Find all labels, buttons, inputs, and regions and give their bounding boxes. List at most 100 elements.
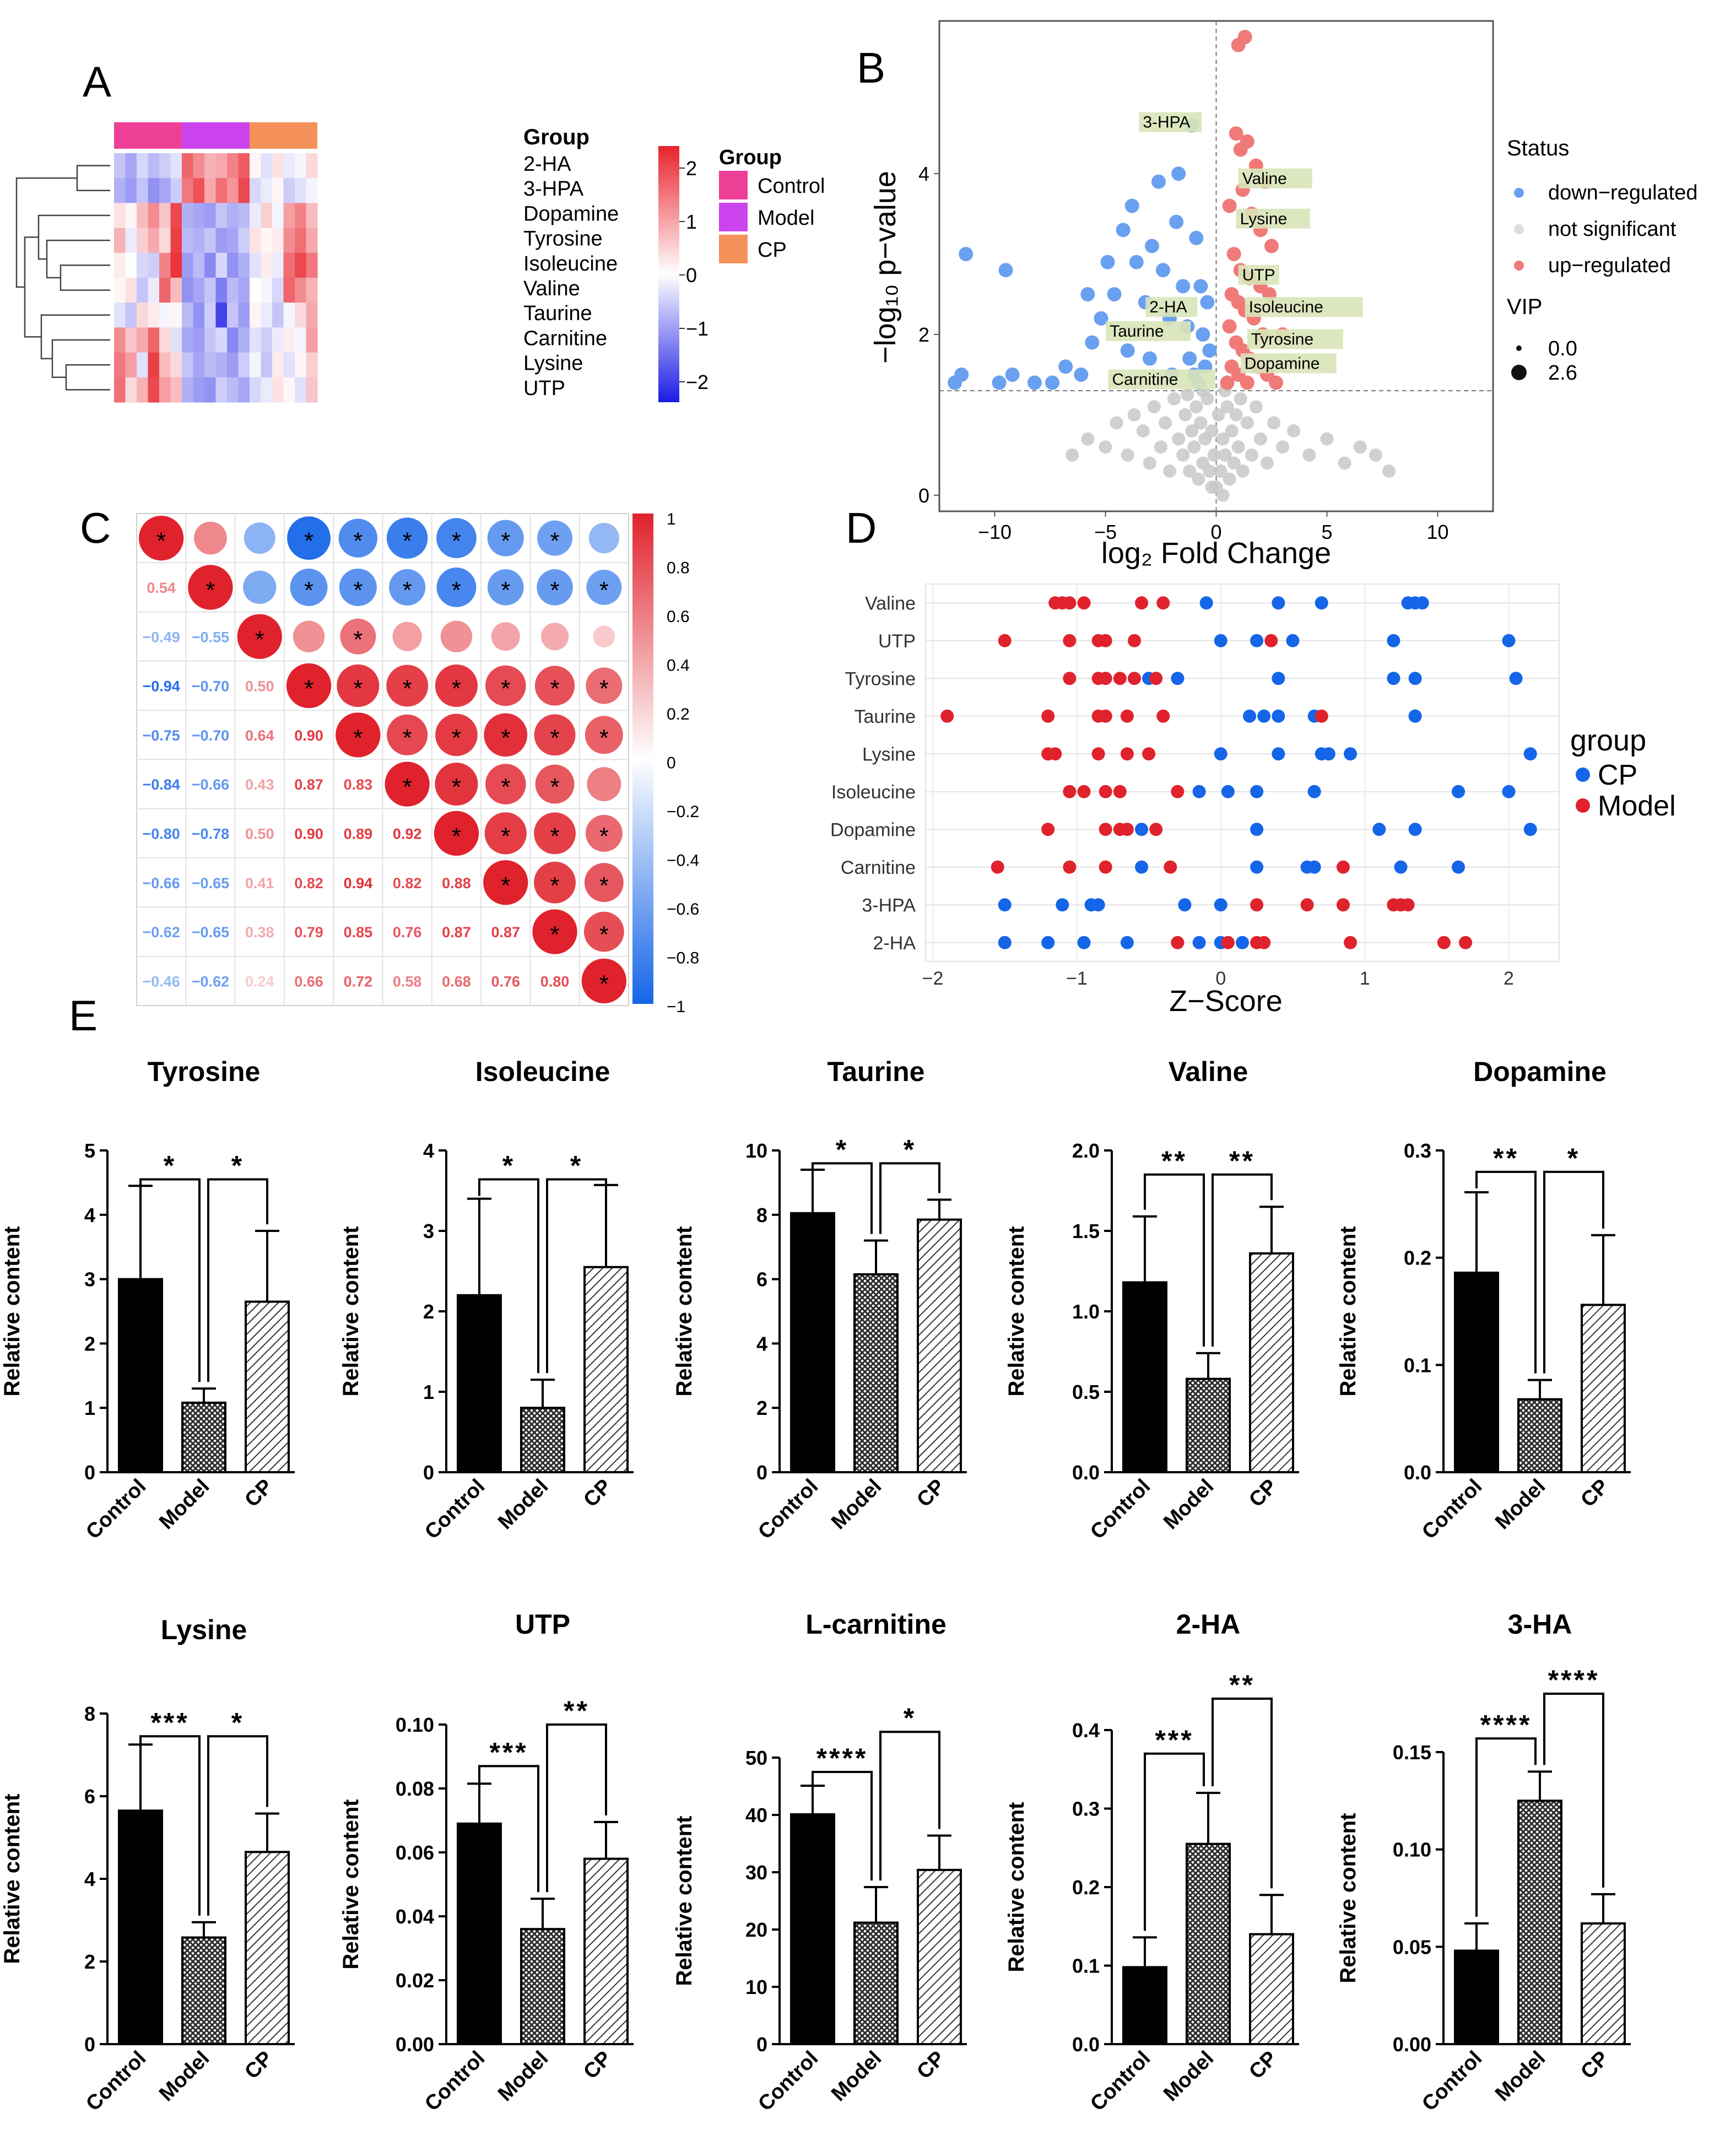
heatmap-cell xyxy=(159,203,171,229)
chart-title: Valine xyxy=(1169,1056,1248,1087)
significance-label: ** xyxy=(564,1695,590,1726)
zscore-point-model xyxy=(1336,860,1350,874)
gene-label: 3-HPA xyxy=(1143,114,1190,132)
zscore-point-cp xyxy=(1387,634,1400,647)
correlation-circle xyxy=(581,958,626,1003)
heatmap-cell xyxy=(306,278,318,303)
y-tick-label: 2 xyxy=(918,323,929,346)
correlation-value: 0.64 xyxy=(245,727,274,744)
correlation-circle xyxy=(139,516,184,561)
bar-chart-tyrosine: Tyrosine 0 1 2 3 4 5 Relative content Control Mod… xyxy=(0,1056,295,1544)
zscore-point-model xyxy=(1142,747,1156,761)
y-axis-label: Relative content xyxy=(1004,1226,1029,1397)
heatmap-cell xyxy=(193,252,205,278)
bar-control xyxy=(118,1809,163,2045)
heatmap-cell xyxy=(250,203,262,229)
zscore-point-model xyxy=(1041,709,1055,723)
heatmap-cell xyxy=(170,203,182,229)
status-legend-label: down−regulated xyxy=(1548,181,1698,204)
heatmap-cell xyxy=(295,178,307,203)
zscore-point-model xyxy=(1077,785,1091,798)
heatmap-cell xyxy=(193,153,205,179)
bar-chart-isoleucine: Isoleucine 0 1 2 3 4 Relative content Control Mo… xyxy=(339,1056,634,1544)
zscore-point-model xyxy=(1099,709,1112,723)
zscore-point-model xyxy=(1127,634,1141,647)
ns-point xyxy=(1159,416,1172,430)
heatmap-cell xyxy=(238,327,250,353)
heatmap-cell xyxy=(283,178,295,203)
significance-label: * xyxy=(164,1150,176,1181)
zscore-point-cp xyxy=(1408,709,1422,723)
y-tick-label: 4 xyxy=(423,1139,434,1162)
heatmap-cell xyxy=(227,302,239,328)
heatmap-cell xyxy=(170,352,182,378)
x-tick-label: CP xyxy=(1245,1475,1281,1512)
y-tick-label: 10 xyxy=(745,1139,767,1162)
heatmap-cell xyxy=(227,153,239,179)
x-tick-label: Model xyxy=(494,2047,553,2106)
heatmap-cell xyxy=(159,278,171,303)
heatmap-cell xyxy=(137,178,149,203)
correlation-value: −0.49 xyxy=(142,629,180,645)
color-scale-label: 1 xyxy=(667,510,676,528)
significance-star: * xyxy=(501,528,510,555)
gene-label-box xyxy=(1238,168,1312,188)
heatmap-cell xyxy=(159,178,171,203)
correlation-circle xyxy=(436,518,477,559)
color-scale-label: 0.2 xyxy=(667,705,690,723)
significance-star: * xyxy=(501,872,510,899)
significance-star: * xyxy=(599,675,609,702)
significance-star: * xyxy=(599,577,609,604)
heatmap-cell xyxy=(250,153,262,179)
bar-control xyxy=(457,1294,502,1474)
zscore-point-cp xyxy=(998,898,1012,912)
zscore-point-cp xyxy=(1408,823,1422,836)
bar-control xyxy=(790,1212,835,1473)
ns-point xyxy=(1302,448,1316,462)
ns-point xyxy=(1185,424,1199,438)
zscore-point-model xyxy=(1099,785,1112,798)
y-axis-label: Relative content xyxy=(339,1226,363,1397)
y-tick-label: 40 xyxy=(745,1804,767,1826)
heatmap-cell xyxy=(125,278,137,303)
heatmap-cell xyxy=(261,252,273,278)
group-legend-label-model: Model xyxy=(758,207,815,230)
heatmap-cell xyxy=(215,203,228,229)
significance-label: * xyxy=(231,1150,244,1181)
correlation-value: 0.83 xyxy=(344,776,373,793)
correlation-circle xyxy=(435,664,478,707)
heatmap-cell xyxy=(227,278,239,303)
correlation-value: 0.58 xyxy=(393,973,422,990)
heatmap-cell xyxy=(306,252,318,278)
down-point xyxy=(1171,166,1186,181)
significance-star: * xyxy=(353,577,363,604)
status-legend-label: up−regulated xyxy=(1548,254,1671,277)
significance-star: * xyxy=(599,970,609,997)
zscore-point-model xyxy=(1041,823,1055,836)
y-tick-label: 0 xyxy=(423,1461,434,1484)
correlation-value: −0.75 xyxy=(142,727,180,744)
zscore-point-model xyxy=(1344,936,1358,949)
heatmap-cell xyxy=(170,302,182,328)
x-tick-label: Model xyxy=(1491,2047,1550,2106)
y-tick-label: 2 xyxy=(423,1300,434,1323)
significance-star: * xyxy=(599,823,609,850)
heatmap-cell xyxy=(170,178,182,203)
bar-model xyxy=(1186,1842,1231,2045)
significance-bracket xyxy=(546,1178,607,1374)
significance-bracket xyxy=(1475,1737,1537,1917)
heatmap-cell xyxy=(283,252,295,278)
ns-point xyxy=(1234,392,1247,406)
zscore-point-cp xyxy=(1502,634,1516,647)
heatmap-cell xyxy=(159,228,171,253)
significance-label: **** xyxy=(1480,1709,1532,1740)
significance-bracket xyxy=(1212,1698,1273,1889)
heatmap-cell xyxy=(148,327,160,353)
chart-title: Lysine xyxy=(161,1614,247,1645)
correlation-circle xyxy=(534,666,575,706)
y-tick-label: 0.15 xyxy=(1393,1741,1431,1764)
zscore-point-cp xyxy=(1415,596,1429,610)
x-tick-label: Model xyxy=(1491,1475,1550,1534)
ns-point xyxy=(1220,400,1234,414)
bar-chart-dopamine: Dopamine 0.0 0.1 0.2 0.3 Relative content Cont… xyxy=(1336,1056,1631,1544)
